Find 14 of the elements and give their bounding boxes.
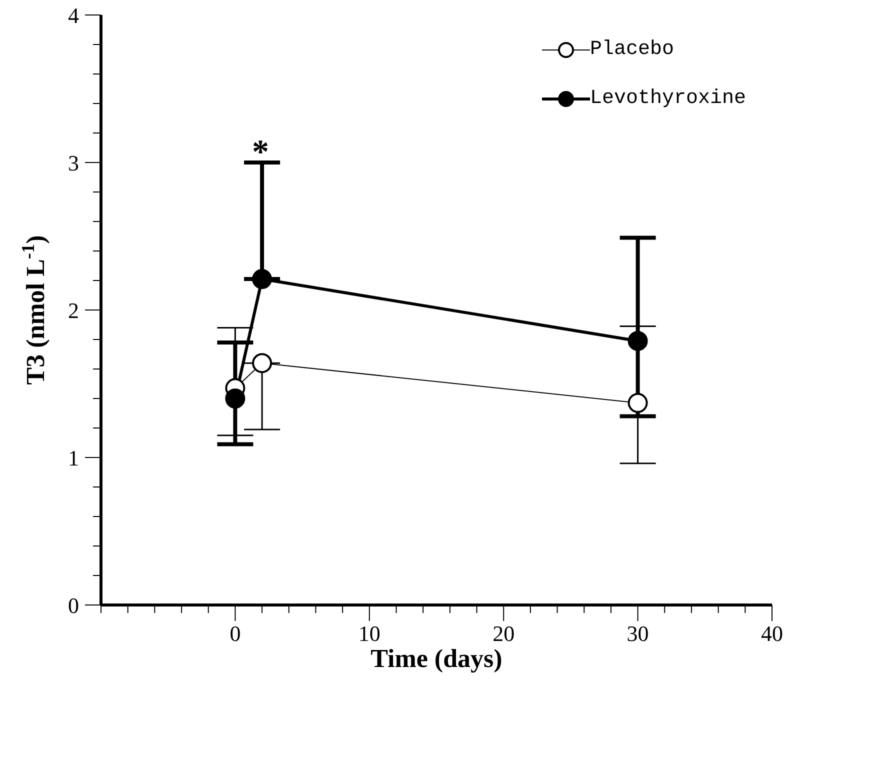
x-axis-title: Time (days) (370, 644, 502, 673)
y-tick-label: 0 (68, 593, 79, 618)
x-tick-label: 0 (230, 621, 241, 646)
x-tick-label: 40 (761, 621, 783, 646)
legend-label: Levothyroxine (590, 87, 746, 110)
y-tick-label: 2 (68, 298, 79, 323)
x-tick-label: 30 (626, 621, 649, 646)
y-tick-label: 4 (68, 3, 79, 28)
x-tick-label: 10 (358, 621, 380, 646)
x-tick-label: 20 (492, 621, 515, 646)
y-tick-label: 3 (68, 150, 79, 176)
annotation: * (252, 134, 269, 172)
legend-label: Placebo (590, 38, 674, 61)
y-tick-label: 1 (68, 446, 79, 470)
